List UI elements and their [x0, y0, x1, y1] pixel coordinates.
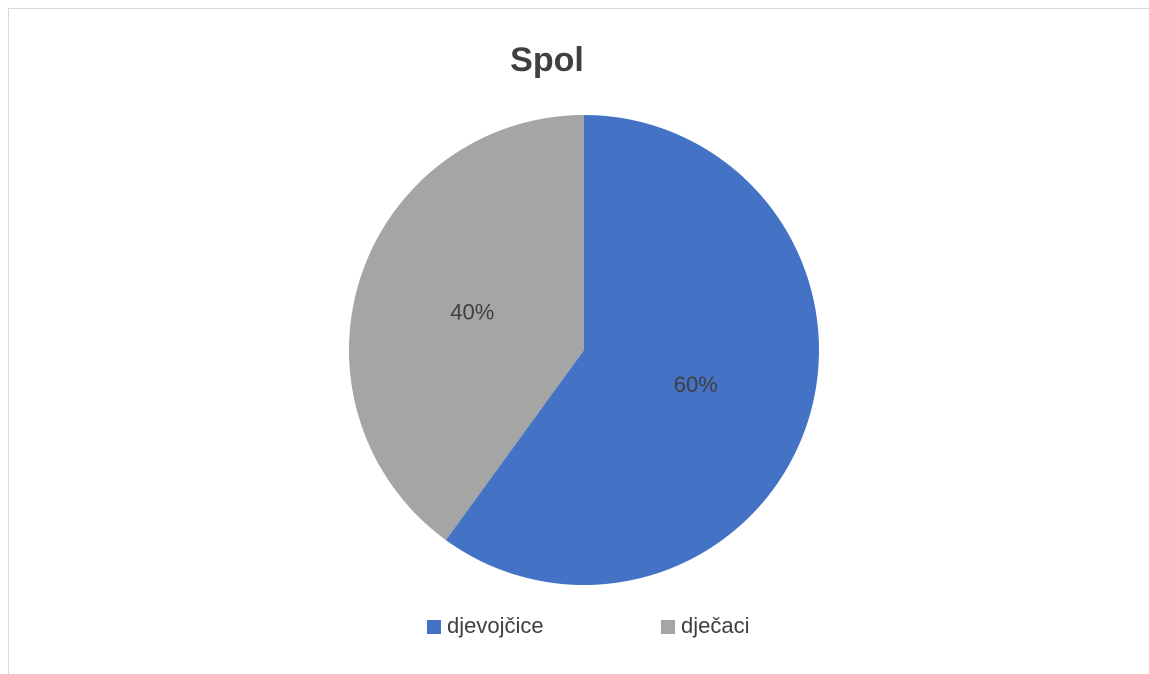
data-label: 40% — [450, 300, 494, 325]
legend-swatch — [427, 620, 441, 634]
pie-slice — [445, 115, 819, 585]
chart-title: Spol — [510, 41, 584, 79]
pie-slice — [348, 115, 584, 541]
legend-label: djevojčice — [447, 613, 544, 638]
legend-label: dječaci — [681, 613, 749, 638]
data-label: 60% — [674, 372, 718, 397]
legend-swatch — [661, 620, 675, 634]
